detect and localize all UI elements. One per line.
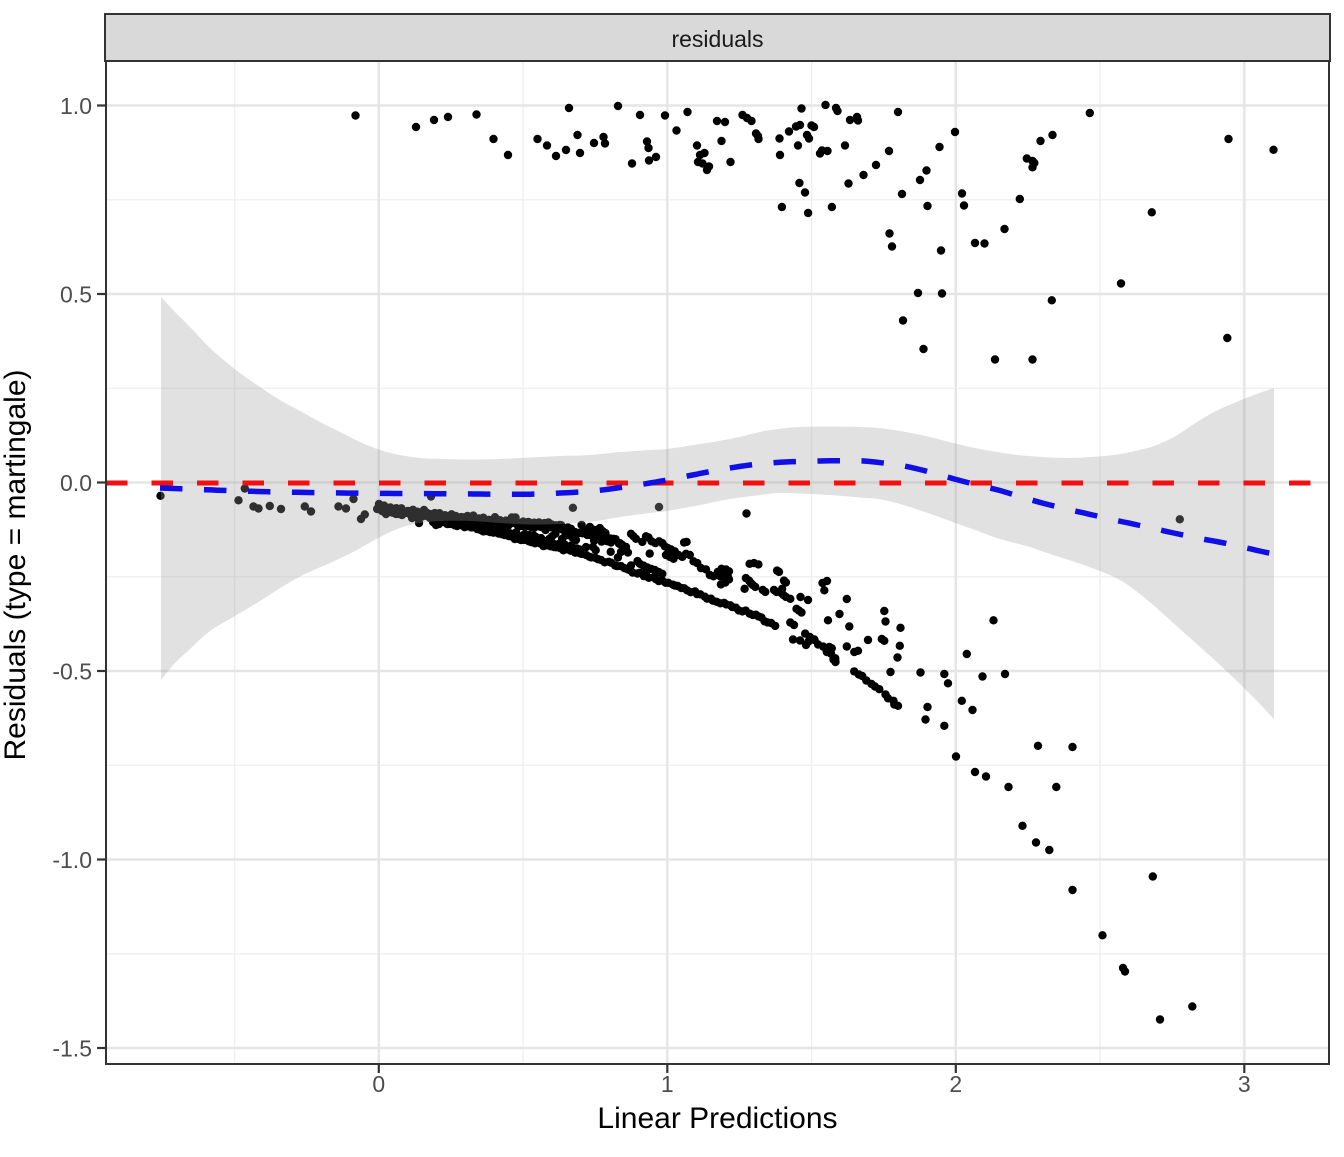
svg-text:0.5: 0.5 bbox=[60, 281, 92, 307]
svg-text:2: 2 bbox=[949, 1071, 962, 1097]
svg-text:0.0: 0.0 bbox=[60, 470, 92, 496]
svg-text:Linear Predictions: Linear Predictions bbox=[597, 1102, 837, 1135]
svg-text:-1.5: -1.5 bbox=[52, 1035, 92, 1061]
svg-text:1.0: 1.0 bbox=[60, 93, 92, 119]
svg-text:3: 3 bbox=[1238, 1071, 1251, 1097]
svg-text:0: 0 bbox=[372, 1071, 385, 1097]
svg-text:1: 1 bbox=[661, 1071, 674, 1097]
svg-text:-0.5: -0.5 bbox=[52, 658, 92, 684]
svg-text:-1.0: -1.0 bbox=[52, 847, 92, 873]
svg-text:residuals: residuals bbox=[671, 26, 763, 52]
svg-text:Residuals (type = martingale): Residuals (type = martingale) bbox=[0, 369, 32, 760]
